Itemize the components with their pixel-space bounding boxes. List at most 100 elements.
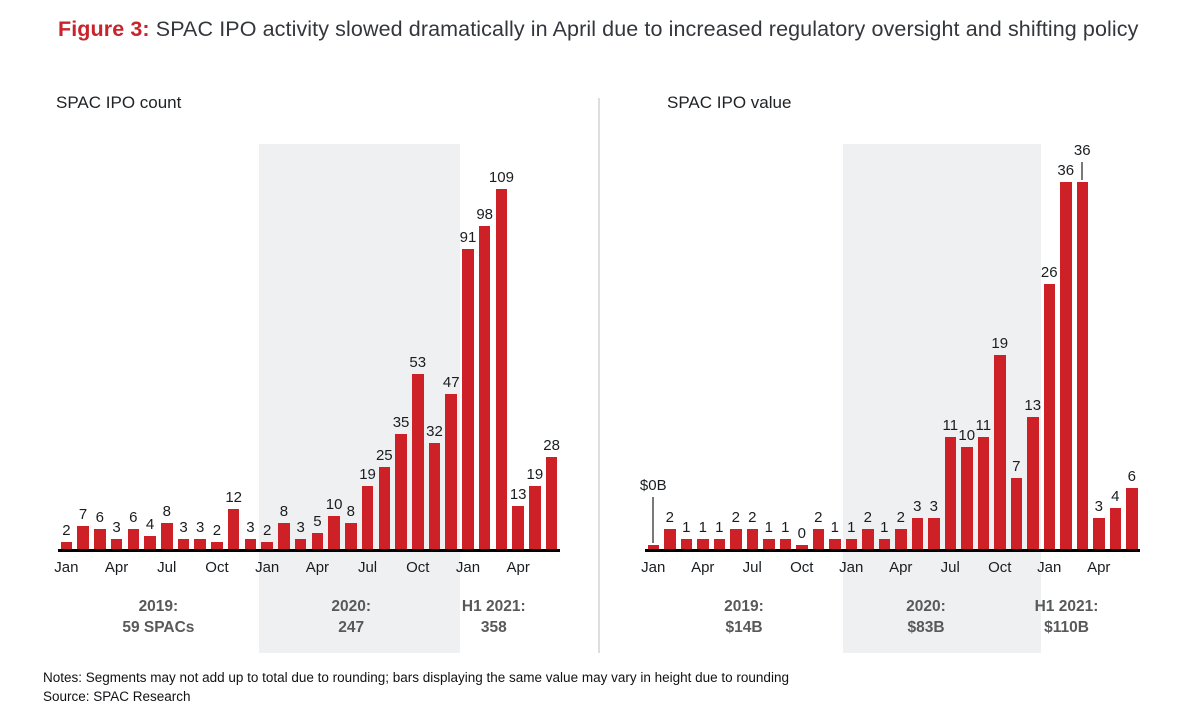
- bar: [194, 539, 206, 549]
- bar: [895, 528, 907, 549]
- bar-value-label: 2: [896, 508, 905, 526]
- bar: [862, 528, 874, 549]
- bar: [211, 542, 223, 549]
- bar-value-label: 19: [526, 466, 544, 484]
- bar-value-label: 19: [991, 335, 1009, 353]
- plot-area: $0B 2 1 1 1 2 2 1 1 0 2 1 1 2 1 2 3 3 11 10 11 19 7 13 26 36 36 3 4 6: [640, 140, 1140, 552]
- x-axis-tick-label: Jul: [742, 559, 762, 576]
- bar-value-label: 1: [830, 518, 839, 536]
- bar: [127, 529, 140, 549]
- segment-year: 2020:: [331, 598, 372, 615]
- bar-value-label: 53: [409, 354, 427, 372]
- segment-total-label: 2020: $83B: [827, 596, 1025, 638]
- bar-value-label: 8: [279, 502, 289, 520]
- bar-value-label: $0B: [639, 477, 667, 494]
- x-axis-tick-label: Apr: [691, 559, 715, 576]
- bar-value-label: 2: [62, 522, 71, 540]
- bar: [278, 522, 290, 549]
- bar-value-label: 8: [162, 502, 171, 520]
- segment-year: 2020:: [906, 598, 946, 615]
- bar-value-label: 4: [145, 515, 155, 533]
- bar-value-label: 1: [698, 518, 707, 536]
- bar-value-label: 91: [459, 228, 477, 246]
- chart-divider-line: [598, 98, 600, 653]
- bar: [328, 516, 340, 549]
- bar: [829, 538, 841, 549]
- bar: [697, 538, 709, 549]
- x-axis-tick-label: Apr: [1087, 559, 1111, 576]
- bar: [878, 538, 890, 549]
- segment-total: $14B: [725, 619, 763, 636]
- x-axis-tick-label: Oct: [205, 559, 229, 576]
- bar-value-label: 35: [392, 413, 410, 431]
- segment-year: 2019:: [138, 598, 179, 615]
- bar: [495, 189, 508, 549]
- spac-ipo-value-chart: $0B 2 1 1 1 2 2 1 1 0 2 1 1 2 1 2 3 3 11 10 11 19 7 13 26 36 36 3 4 6…: [640, 140, 1140, 653]
- x-axis-tick-label: Apr: [305, 559, 330, 576]
- segment-year: H1 2021:: [1034, 598, 1099, 615]
- bar-value-label: 36: [1057, 162, 1075, 180]
- bar: [529, 486, 541, 549]
- notes-text: Notes: Segments may not add up to total …: [43, 670, 789, 685]
- bar-value-label: 10: [325, 496, 343, 513]
- bar-value-label: 12: [225, 489, 243, 507]
- bar: [1043, 284, 1055, 549]
- bar: [361, 486, 374, 549]
- bar-value-label: 2: [814, 508, 823, 526]
- x-axis-tick-label: Oct: [790, 559, 814, 576]
- bar-value-label: 3: [179, 519, 188, 537]
- segment-total-label: H1 2021: 358: [444, 596, 544, 638]
- bar: [1060, 182, 1072, 549]
- spac-ipo-count-chart: 2 7 6 3 6 4 8 3 3 2 12 3 2 8 3 5 10 8 19 25 35 53 32 47 91 98 109 1…: [54, 140, 560, 653]
- bar: [60, 542, 73, 549]
- figure-title: Figure 3: SPAC IPO activity slowed drama…: [58, 12, 1143, 46]
- x-axis-tick-label: Jan: [839, 559, 864, 576]
- x-axis-tick-label: Jul: [940, 559, 960, 576]
- x-axis-tick-label: Jul: [357, 559, 378, 576]
- bar-value-label: 2: [212, 522, 222, 540]
- x-axis-tick-label: Apr: [889, 559, 913, 576]
- bar-value-label: 28: [543, 436, 560, 454]
- bar: [911, 518, 923, 549]
- bar-value-label: 109: [488, 169, 514, 187]
- bar-value-label: 98: [476, 205, 494, 223]
- bar-value-label: 2: [748, 508, 757, 526]
- bar-value-label: 3: [296, 519, 305, 537]
- segment-year: 2019:: [724, 598, 764, 615]
- bar: [244, 539, 257, 549]
- bar: [227, 509, 240, 549]
- figure-title-text: SPAC IPO activity slowed dramatically in…: [155, 17, 1139, 41]
- bar-value-label: 3: [913, 498, 922, 516]
- x-axis-tick-label: Oct: [406, 559, 430, 576]
- bar: [763, 538, 775, 549]
- bar: [311, 532, 324, 549]
- x-axis-tick-label: Jan: [54, 559, 79, 576]
- bar: [1109, 508, 1121, 549]
- source-text: Source: SPAC Research: [43, 689, 191, 704]
- bar: [395, 433, 407, 549]
- bar-value-label: 19: [359, 466, 376, 484]
- segment-total-label: 2019: 59 SPACs: [58, 596, 259, 638]
- x-axis-tick-label: Jan: [455, 559, 481, 576]
- bar-value-label: 4: [1111, 488, 1120, 506]
- bar-value-label: 26: [1040, 264, 1058, 282]
- bar: [161, 522, 173, 549]
- bar-value-label: 1: [715, 518, 724, 536]
- bar-value-label: 7: [1012, 457, 1021, 475]
- segment-total: 59 SPACs: [122, 619, 195, 636]
- bar: [177, 539, 190, 549]
- x-axis-tick-label: Apr: [506, 559, 530, 576]
- bar: [545, 456, 558, 549]
- segment-total: $110B: [1044, 619, 1089, 636]
- bar-value-label: 2: [665, 508, 674, 526]
- segment-total-label: H1 2021: $110B: [1017, 596, 1116, 638]
- bar: [428, 443, 441, 549]
- bar: [261, 542, 273, 549]
- bar: [378, 466, 391, 549]
- bar-value-label: 1: [880, 518, 889, 536]
- bar-value-label: 1: [847, 518, 856, 536]
- bar-value-label: 2: [731, 508, 740, 526]
- bar-value-label: 1: [764, 518, 773, 536]
- figure-number-label: Figure 3:: [58, 17, 150, 41]
- bar-value-label: 3: [112, 519, 121, 537]
